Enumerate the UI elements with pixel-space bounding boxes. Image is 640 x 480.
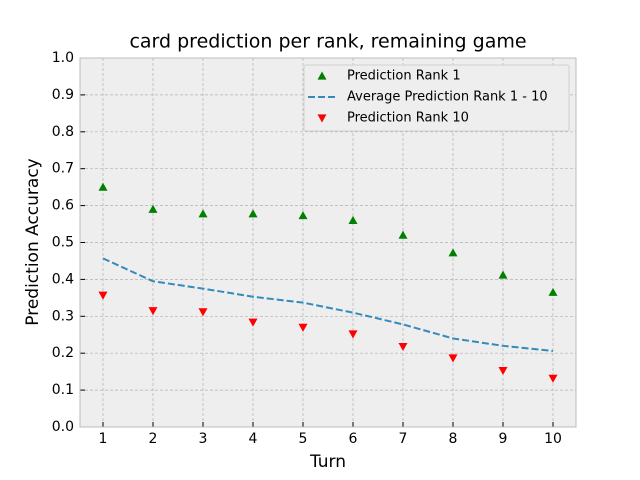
marker [348, 330, 358, 339]
marker [448, 354, 458, 363]
y-tick-label: 0.2 [52, 345, 74, 361]
y-tick-label: 0.8 [52, 124, 74, 140]
series-line [102, 257, 554, 352]
legend-label: Prediction Rank 1 [347, 69, 461, 84]
legend-marker [317, 71, 327, 80]
marker [98, 182, 108, 191]
marker [548, 374, 558, 383]
marker [198, 209, 208, 218]
x-tick-label: 3 [199, 431, 208, 447]
x-axis-label: Turn [309, 452, 346, 472]
x-tick-label: 2 [149, 431, 158, 447]
x-tick-label: 6 [349, 431, 358, 447]
y-tick-label: 0.9 [52, 87, 74, 103]
marker [398, 342, 408, 352]
marker [148, 204, 158, 213]
marker [298, 211, 308, 220]
y-axis-label: Prediction Accuracy [23, 158, 43, 325]
y-tick-label: 1.0 [52, 50, 74, 66]
marker [348, 215, 358, 224]
marker [248, 318, 258, 327]
marker [148, 307, 158, 316]
marker [498, 270, 508, 279]
y-tick-label: 0.3 [52, 308, 74, 324]
y-tick-label: 0.6 [52, 198, 74, 214]
legend-label: Prediction Rank 10 [347, 111, 469, 126]
chart-title: card prediction per rank, remaining game [129, 31, 526, 53]
y-tick-label: 0.5 [52, 235, 74, 251]
x-tick-label: 5 [299, 431, 308, 447]
marker [498, 366, 508, 376]
plot-frame [79, 57, 577, 428]
x-tick-label: 7 [399, 431, 408, 447]
marker [98, 291, 108, 300]
x-tick-label: 8 [449, 431, 458, 447]
y-tick-label: 0.1 [52, 382, 74, 398]
y-tick-label: 0.7 [52, 161, 74, 177]
marker [198, 308, 208, 317]
marker [248, 209, 258, 218]
marker [448, 248, 458, 257]
marker [298, 323, 308, 332]
marker [398, 230, 408, 239]
x-tick-label: 4 [249, 431, 258, 447]
marker [548, 287, 558, 296]
x-tick-label: 10 [544, 431, 562, 447]
legend: Prediction Rank 1 Average Prediction Rank… [303, 64, 570, 132]
y-tick-label: 0.4 [52, 271, 74, 287]
legend-label: Average Prediction Rank 1 - 10 [347, 90, 548, 105]
legend-marker [317, 114, 327, 123]
legend-box [303, 64, 570, 132]
y-tick-label: 0.0 [52, 419, 74, 435]
x-tick-label: 9 [499, 431, 508, 447]
x-tick-label: 1 [99, 431, 108, 447]
